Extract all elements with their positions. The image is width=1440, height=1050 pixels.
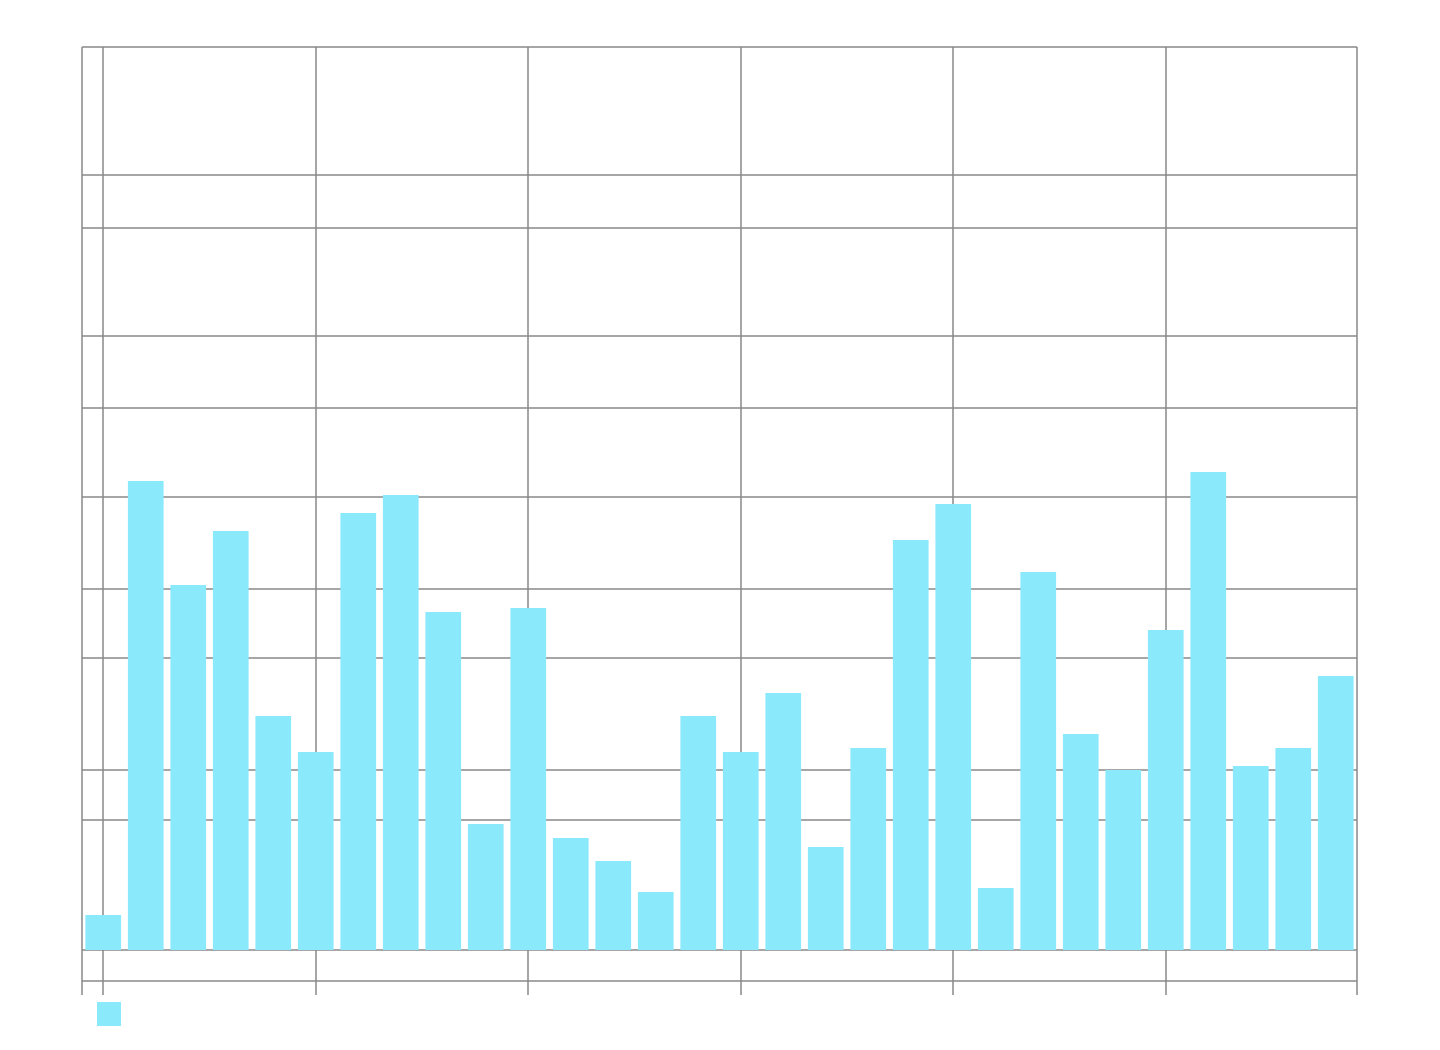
bar: [1232, 766, 1269, 950]
bar: [1275, 748, 1312, 950]
bar: [807, 847, 844, 950]
bar: [977, 888, 1014, 950]
bar: [510, 608, 547, 950]
bar: [1062, 734, 1099, 950]
bar: [892, 540, 929, 950]
bar: [467, 824, 504, 950]
bar: [425, 612, 462, 950]
bar: [935, 504, 972, 950]
bar: [340, 513, 377, 950]
bar: [1190, 472, 1227, 950]
bar: [1317, 676, 1354, 950]
bar: [1105, 770, 1142, 950]
bar: [382, 495, 419, 950]
bar: [170, 585, 207, 950]
bar: [765, 693, 802, 950]
bar: [85, 915, 122, 950]
bar: [255, 716, 292, 950]
bar: [637, 892, 674, 950]
bar: [552, 838, 589, 950]
bar: [722, 752, 759, 950]
bar: [850, 748, 887, 950]
bar: [680, 716, 717, 950]
bar: [1147, 630, 1184, 950]
bar: [297, 752, 334, 950]
bar: [212, 531, 249, 950]
bar: [1020, 572, 1057, 950]
bar: [595, 861, 632, 950]
legend-swatch: [97, 1002, 121, 1026]
bar: [127, 481, 164, 950]
